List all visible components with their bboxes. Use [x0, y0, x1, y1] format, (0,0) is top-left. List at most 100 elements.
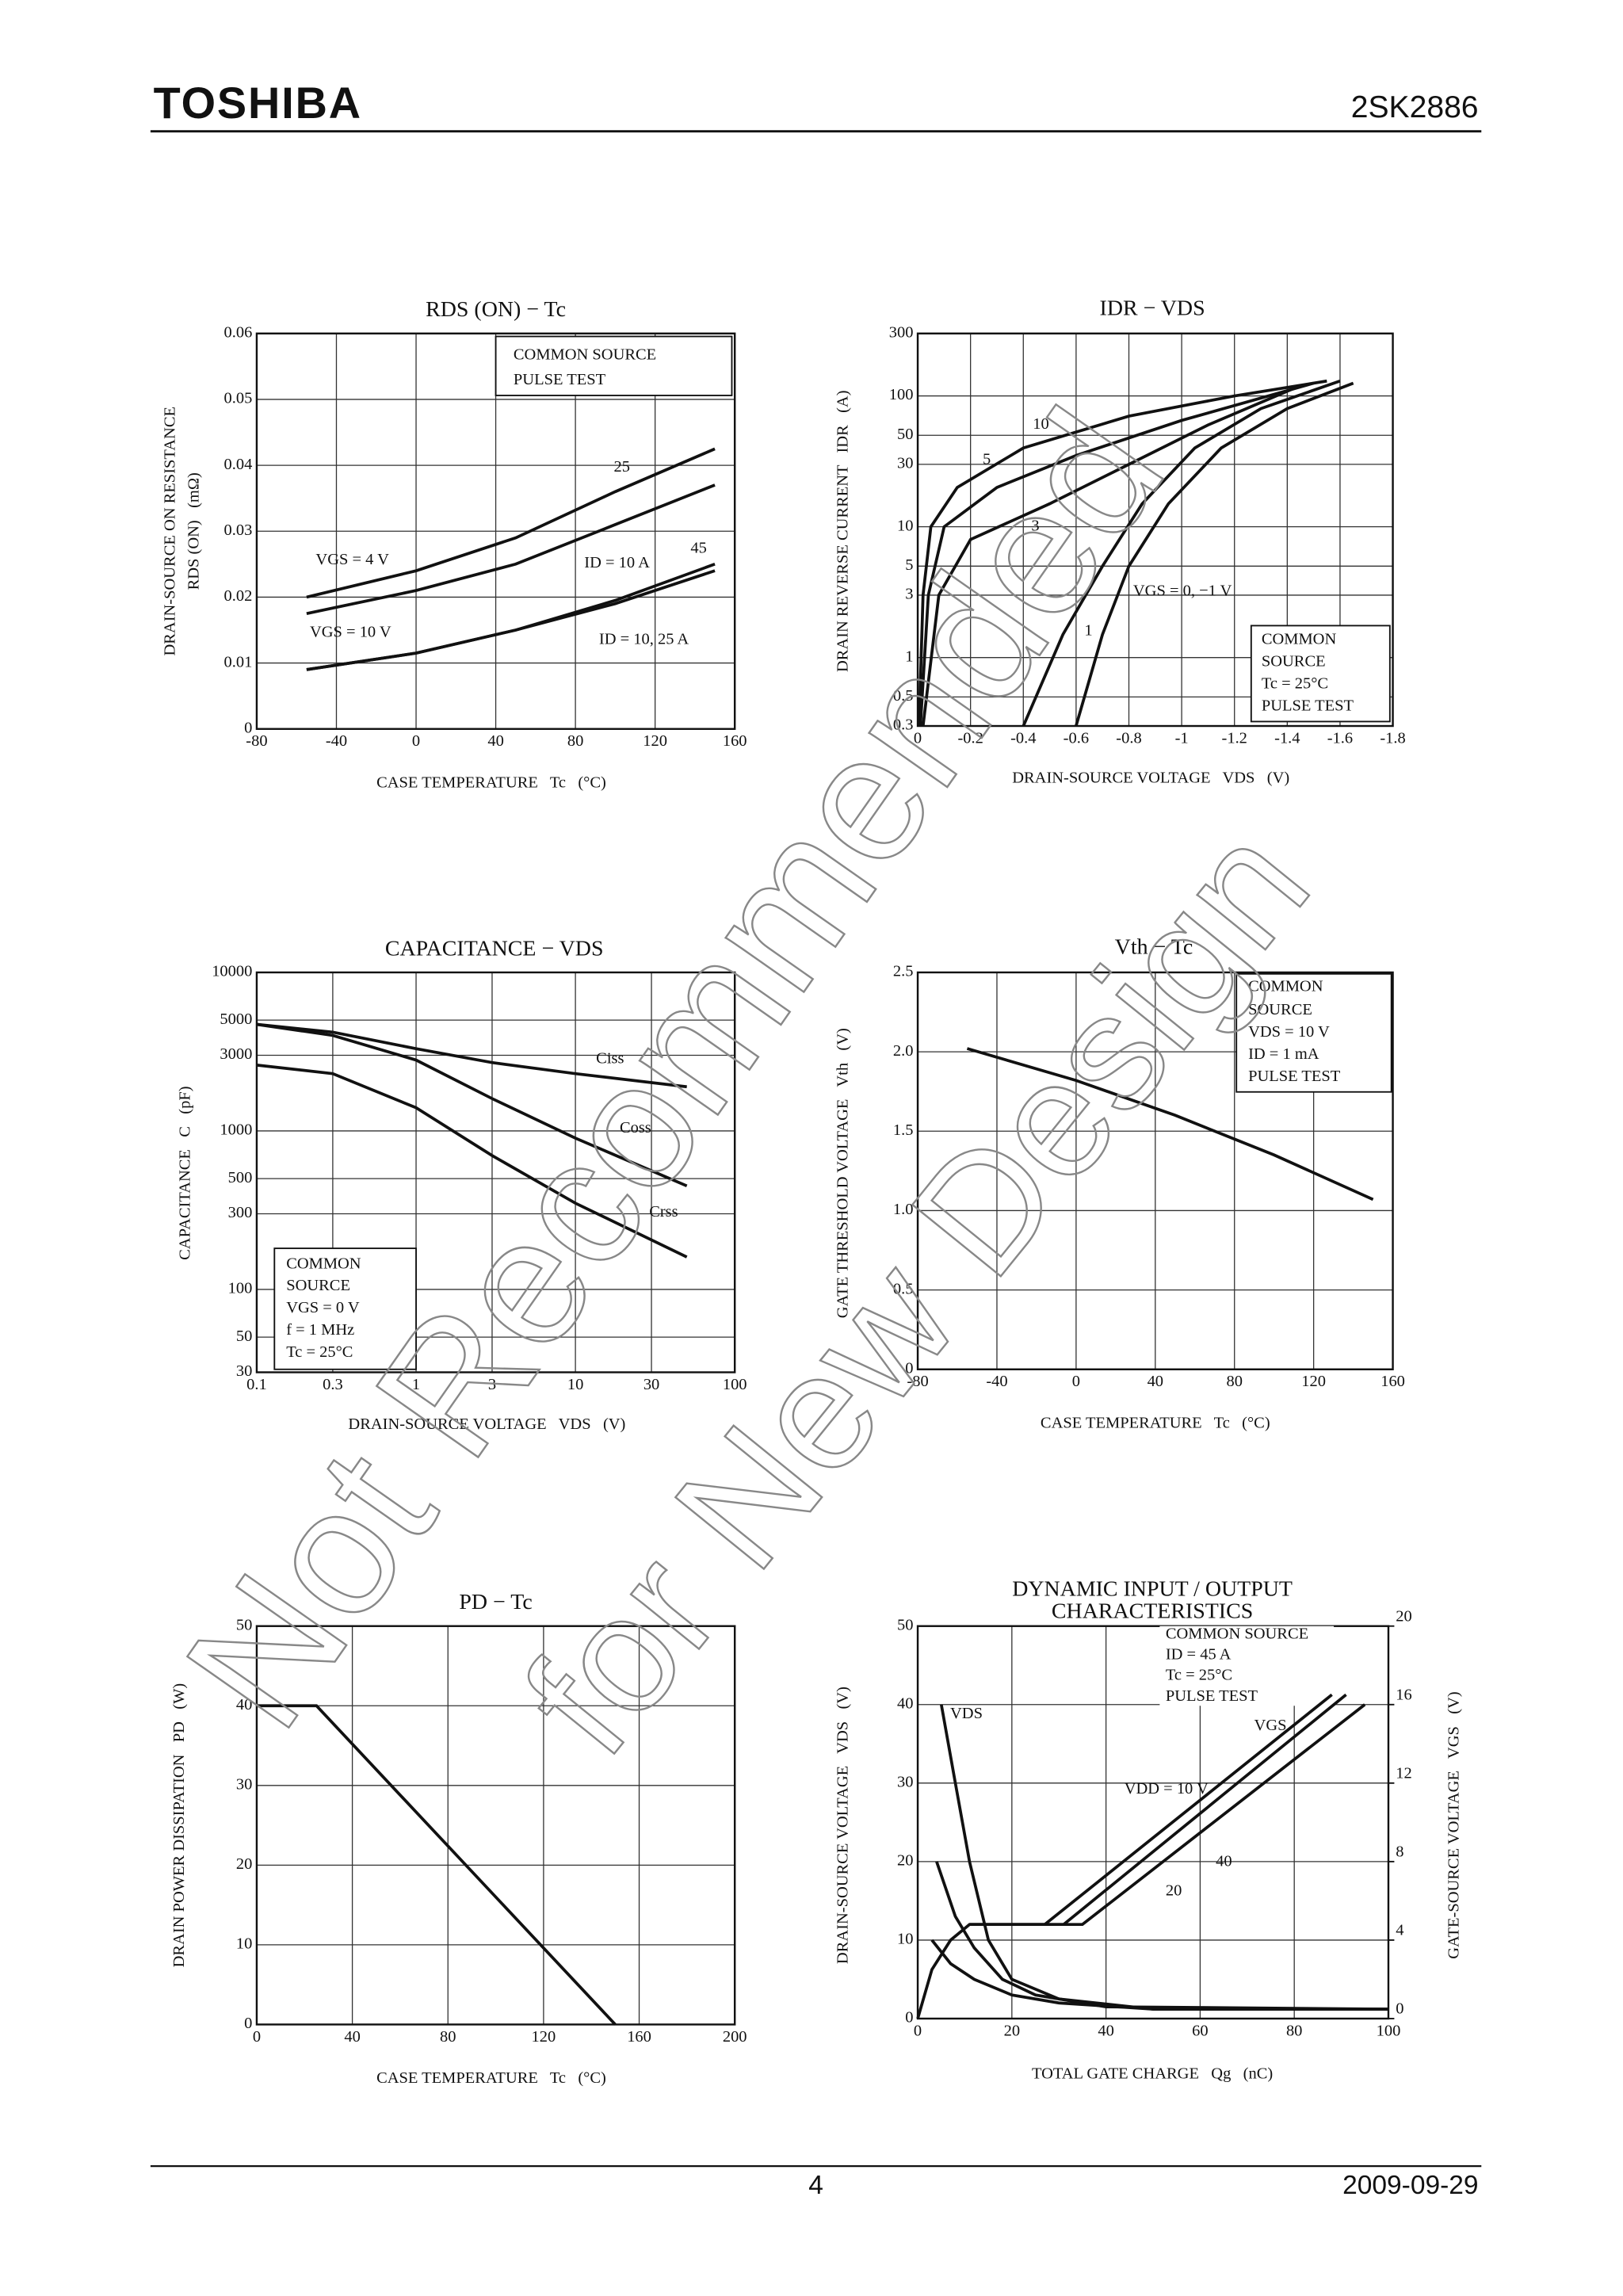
y-tick-label: 10000 — [212, 963, 252, 980]
curve — [306, 483, 716, 615]
y-axis-label: GATE THRESHOLD VOLTAGE Vth (V) — [834, 1028, 852, 1318]
x-tick-label: 0.3 — [323, 1376, 343, 1393]
y-tick-label: 1.5 — [893, 1121, 914, 1139]
y-tick-label: 0.06 — [224, 323, 253, 341]
x-tick-label: -1.2 — [1222, 729, 1247, 747]
curve — [930, 1939, 1388, 2011]
annotation: COMMON SOURCE — [1166, 1626, 1308, 1643]
y-axis-label: DRAIN REVERSE CURRENT IDR (A) — [834, 390, 852, 672]
y2-tick-label: 0 — [1396, 2000, 1403, 2018]
y-tick-label: 40 — [897, 1694, 913, 1712]
y-tick-label: 3000 — [220, 1045, 252, 1063]
x-tick-label: 1 — [412, 1376, 420, 1393]
x-tick-label: 80 — [567, 732, 583, 750]
y-tick-label: 3 — [905, 586, 913, 603]
y-tick-label: 1 — [905, 648, 913, 665]
chart-title: CAPACITANCE − VDS — [385, 936, 604, 961]
x-tick-label: 160 — [1381, 1373, 1405, 1390]
curve — [256, 1022, 687, 1089]
annotation: VGS — [1254, 1717, 1287, 1734]
x-tick-label: 160 — [627, 2028, 651, 2046]
y-tick-label: 100 — [228, 1280, 253, 1297]
y2-tick-label: 4 — [1396, 1921, 1403, 1939]
y-tick-label: 10 — [897, 517, 913, 534]
y2-tick-label: 16 — [1396, 1686, 1411, 1703]
x-tick-label: 80 — [1226, 1373, 1242, 1390]
x-tick-label: 40 — [1098, 2022, 1113, 2039]
y-tick-label: 40 — [236, 1696, 252, 1713]
x-tick-label: 200 — [723, 2028, 747, 2046]
plot-frame — [255, 332, 736, 730]
annotation: COMMON — [286, 1255, 361, 1272]
y-tick-label: 30 — [236, 1776, 252, 1794]
x-tick-label: 120 — [643, 732, 667, 750]
x-tick-label: -1.4 — [1274, 729, 1300, 747]
plot-frame — [916, 1625, 1390, 2020]
y-tick-label: 1.0 — [893, 1201, 914, 1218]
y-tick-label: 0.3 — [893, 716, 914, 734]
x-tick-label: 40 — [344, 2028, 360, 2046]
y-tick-label: 20 — [236, 1855, 252, 1873]
x-tick-label: -40 — [986, 1373, 1007, 1390]
annotation: SOURCE — [286, 1277, 350, 1294]
annotation: VGS = 0 V — [286, 1299, 360, 1316]
x-axis-label: DRAIN-SOURCE VOLTAGE VDS (V) — [348, 1415, 625, 1433]
annotation: ID = 45 A — [1166, 1646, 1232, 1664]
y-tick-label: 10 — [236, 1935, 252, 1953]
legend-box — [1159, 1626, 1335, 1706]
curve — [1022, 379, 1341, 727]
annotation: PULSE TEST — [1248, 1068, 1341, 1085]
curve — [918, 381, 1315, 727]
y-tick-label: 50 — [897, 426, 913, 443]
x-tick-label: -80 — [907, 1373, 928, 1390]
x-tick-label: 160 — [723, 732, 747, 750]
y-tick-label: 0 — [244, 719, 252, 736]
x-tick-label: 100 — [723, 1376, 747, 1393]
annotation: VDS = 10 V — [1248, 1023, 1330, 1041]
y-tick-label: 20 — [897, 1852, 913, 1870]
x-tick-label: 0 — [253, 2028, 261, 2046]
curve-label: 5 — [983, 451, 991, 468]
x-tick-label: -0.6 — [1064, 729, 1089, 747]
plot-frame — [916, 332, 1394, 728]
x-tick-label: 0 — [914, 729, 922, 747]
legend-box — [1235, 972, 1392, 1093]
chart-title: IDR − VDS — [1100, 296, 1205, 320]
y-tick-label: 50 — [236, 1616, 252, 1633]
chart-title: CHARACTERISTICS — [1052, 1599, 1253, 1623]
y-tick-label: 1000 — [220, 1121, 252, 1139]
curve — [966, 1047, 1374, 1201]
x-tick-label: -0.8 — [1116, 729, 1141, 747]
y-axis-label: DRAIN-SOURCE ON RESISTANCE — [162, 407, 179, 656]
y-tick-label: 0.5 — [893, 687, 914, 705]
y-tick-label: 0.04 — [224, 456, 253, 473]
x-tick-label: 3 — [488, 1376, 496, 1393]
x-tick-label: 40 — [487, 732, 503, 750]
x-tick-label: 30 — [643, 1376, 659, 1393]
plot-frame — [255, 971, 736, 1373]
x-tick-label: 20 — [1004, 2022, 1020, 2039]
y-tick-label: 30 — [236, 1362, 252, 1380]
x-axis-label: CASE TEMPERATURE Tc (°C) — [376, 2069, 606, 2087]
curve — [969, 1703, 1366, 1927]
x-tick-label: 100 — [1377, 2022, 1401, 2039]
y-tick-label: 0 — [905, 2009, 913, 2027]
annotation: VDS — [950, 1705, 983, 1722]
y-tick-label: 0.01 — [224, 653, 253, 670]
brand: TOSHIBA — [154, 78, 362, 128]
y-tick-label: 0.03 — [224, 521, 253, 539]
y-tick-label: 500 — [228, 1169, 253, 1186]
curve-label: Coss — [620, 1119, 651, 1137]
annotation: PULSE TEST — [1262, 697, 1354, 715]
x-tick-label: 120 — [532, 2028, 556, 2046]
y-axis-label: CAPACITANCE C (pF) — [176, 1086, 193, 1259]
annotation: COMMON — [1248, 977, 1323, 995]
x-tick-label: 0 — [1072, 1373, 1080, 1390]
curve-label: 40 — [1216, 1852, 1232, 1870]
part-number: 2SK2886 — [1351, 90, 1479, 124]
curve-label: 1 — [1084, 622, 1092, 640]
y-axis-label: DRAIN-SOURCE VOLTAGE VDS (V) — [834, 1687, 852, 1964]
y2-tick-label: 8 — [1396, 1843, 1403, 1860]
annotation: ID = 1 mA — [1248, 1045, 1319, 1063]
